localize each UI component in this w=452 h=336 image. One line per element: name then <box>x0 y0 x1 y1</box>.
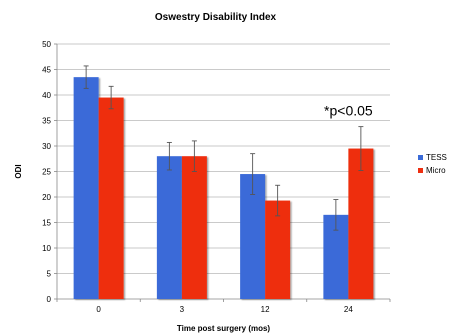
x-axis-title: Time post surgery (mos) <box>177 324 271 333</box>
y-tick-label: 25 <box>42 168 51 177</box>
error-bar-micro-3 <box>191 140 197 172</box>
chart-title: Oswestry Disability Index <box>155 12 277 23</box>
error-bars <box>83 65 364 231</box>
error-bar-tess-3 <box>166 141 172 171</box>
y-tick-label: 15 <box>42 219 51 228</box>
annotation-label: *p<0.05 <box>324 102 373 118</box>
y-tick-label: 50 <box>42 40 51 49</box>
error-bar-tess-12 <box>250 153 256 195</box>
error-bar-micro-0 <box>108 85 114 110</box>
y-tick-label: 40 <box>42 91 51 100</box>
bar-micro-24 <box>348 148 374 299</box>
y-tick-label: 45 <box>42 66 51 75</box>
y-tick-label: 10 <box>42 244 51 253</box>
bars <box>73 77 374 300</box>
bar-micro-3 <box>181 156 207 299</box>
x-tick-label: 3 <box>180 305 185 314</box>
legend-item-micro: Micro <box>418 166 446 175</box>
bar-micro-0 <box>98 97 124 299</box>
y-axis-title: ODI <box>14 164 23 178</box>
y-axis: 0 5 10 15 20 25 30 35 40 45 50 <box>42 40 58 304</box>
y-tick-label: 20 <box>42 193 51 202</box>
y-tick-label: 5 <box>47 270 52 279</box>
legend-item-tess: TESS <box>418 153 447 162</box>
legend: TESS Micro <box>418 153 447 175</box>
y-tick-label: 35 <box>42 117 51 126</box>
error-bar-tess-0 <box>83 65 89 89</box>
bar-tess-0 <box>73 77 99 300</box>
legend-label: Micro <box>426 166 446 175</box>
legend-label: TESS <box>426 153 447 162</box>
x-axis: 0 3 12 24 <box>56 298 391 314</box>
legend-swatch <box>418 155 423 160</box>
error-bar-micro-12 <box>275 184 281 217</box>
annotations: *p<0.05 <box>324 102 373 118</box>
y-tick-label: 30 <box>42 142 51 151</box>
error-bar-tess-24 <box>333 199 339 231</box>
x-tick-label: 12 <box>261 305 270 314</box>
x-tick-label: 24 <box>344 305 353 314</box>
x-tick-label: 0 <box>96 305 101 314</box>
y-tick-label: 0 <box>47 295 52 304</box>
error-bar-micro-24 <box>358 126 364 171</box>
legend-swatch <box>418 168 423 173</box>
bar-micro-12 <box>265 200 291 299</box>
bar-tess-3 <box>156 156 182 299</box>
